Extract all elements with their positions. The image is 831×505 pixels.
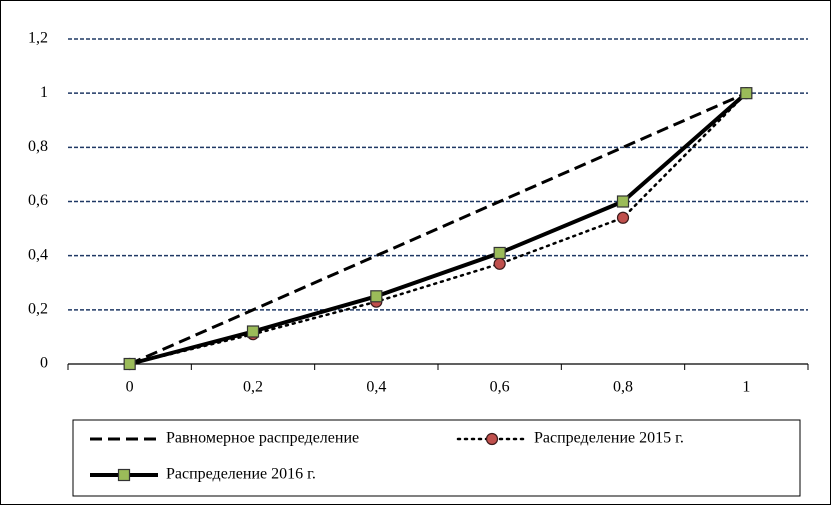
x-tick-label: 1 — [742, 379, 750, 396]
data-point — [493, 246, 506, 260]
legend-box — [72, 419, 801, 497]
series-line — [129, 91, 747, 366]
series-line — [129, 91, 748, 366]
legend-label: Равномерное распределение — [166, 430, 359, 447]
legend-marker — [485, 432, 499, 446]
x-tick-label: 0,8 — [613, 379, 633, 396]
y-tick-label: 0,6 — [28, 192, 48, 209]
y-tick-label: 0,2 — [28, 301, 48, 318]
y-tick-label: 0,4 — [28, 246, 48, 263]
data-point — [370, 290, 383, 303]
series-line — [128, 91, 748, 366]
x-tick-label: 0,2 — [243, 379, 263, 396]
y-tick-label: 1 — [40, 84, 48, 101]
data-point — [493, 257, 506, 270]
x-tick-label: 0,4 — [366, 379, 386, 396]
legend-label: Распределение 2015 г. — [534, 430, 684, 447]
legend-label: Распределение 2016 г. — [166, 466, 316, 483]
data-point — [740, 87, 753, 100]
y-tick-label: 1,2 — [28, 30, 48, 47]
y-tick-label: 0,8 — [28, 138, 48, 155]
data-point — [123, 357, 136, 371]
x-tick-label: 0 — [126, 379, 134, 396]
x-tick-label: 0,6 — [490, 379, 510, 396]
data-point — [246, 325, 260, 338]
data-point — [616, 211, 630, 224]
y-tick-label: 0 — [40, 355, 48, 372]
legend-marker — [117, 468, 131, 482]
data-point — [616, 195, 630, 208]
